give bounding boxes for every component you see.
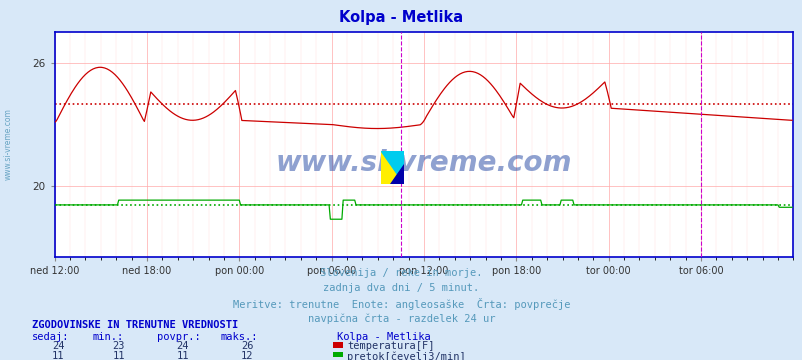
Text: temperatura[F]: temperatura[F] xyxy=(346,341,434,351)
Text: www.si-vreme.com: www.si-vreme.com xyxy=(275,149,572,177)
Text: navpična črta - razdelek 24 ur: navpična črta - razdelek 24 ur xyxy=(307,314,495,324)
Text: Kolpa - Metlika: Kolpa - Metlika xyxy=(339,10,463,25)
Text: povpr.:: povpr.: xyxy=(156,332,200,342)
Text: Meritve: trenutne  Enote: angleosaške  Črta: povprečje: Meritve: trenutne Enote: angleosaške Črt… xyxy=(233,298,569,310)
Text: 11: 11 xyxy=(176,351,189,360)
Text: maks.:: maks.: xyxy=(221,332,258,342)
Text: ZGODOVINSKE IN TRENUTNE VREDNOSTI: ZGODOVINSKE IN TRENUTNE VREDNOSTI xyxy=(32,320,238,330)
Text: pretok[čevelj3/min]: pretok[čevelj3/min] xyxy=(346,351,465,360)
Text: 26: 26 xyxy=(241,341,253,351)
Polygon shape xyxy=(381,151,403,184)
Polygon shape xyxy=(390,164,403,184)
Text: Kolpa - Metlika: Kolpa - Metlika xyxy=(337,332,431,342)
Text: min.:: min.: xyxy=(92,332,124,342)
Text: 23: 23 xyxy=(112,341,125,351)
Text: 24: 24 xyxy=(52,341,65,351)
Polygon shape xyxy=(381,151,403,184)
Text: 12: 12 xyxy=(241,351,253,360)
Text: Slovenija / reke in morje.: Slovenija / reke in morje. xyxy=(320,268,482,278)
Text: 11: 11 xyxy=(52,351,65,360)
Text: 24: 24 xyxy=(176,341,189,351)
Text: zadnja dva dni / 5 minut.: zadnja dva dni / 5 minut. xyxy=(323,283,479,293)
Text: sedaj:: sedaj: xyxy=(32,332,70,342)
Text: 11: 11 xyxy=(112,351,125,360)
Text: www.si-vreme.com: www.si-vreme.com xyxy=(3,108,13,180)
